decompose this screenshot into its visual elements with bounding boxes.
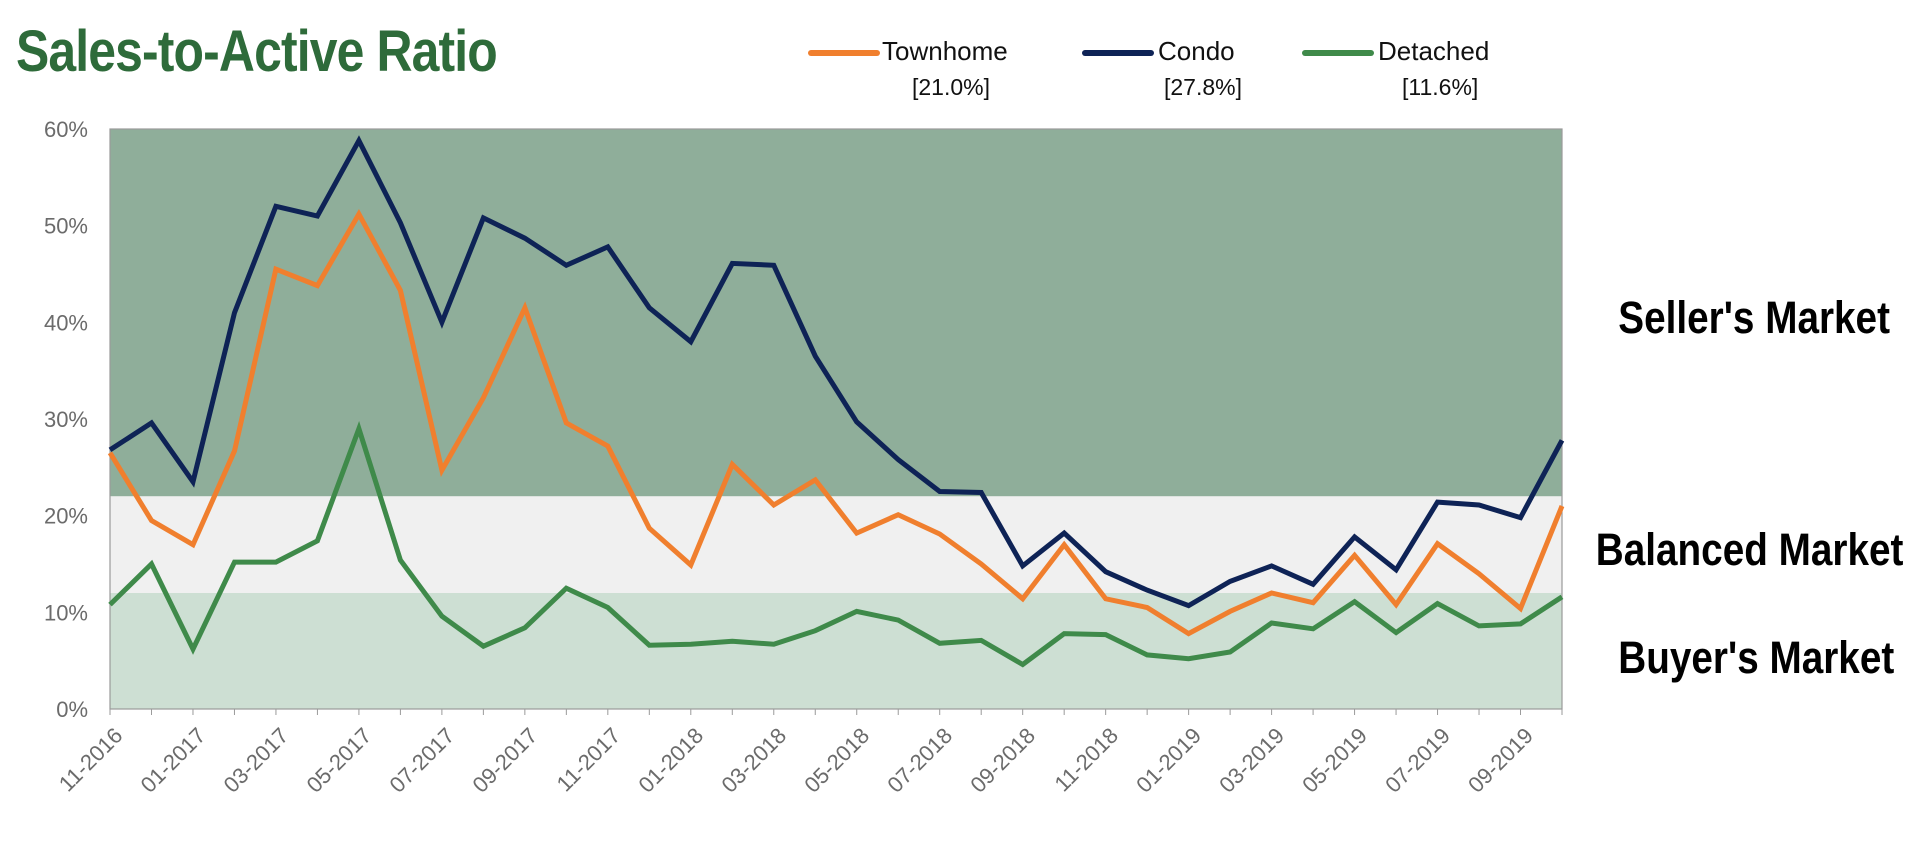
x-tick-label: 07-2017 [385, 723, 460, 798]
x-tick-label: 11-2018 [1049, 723, 1123, 797]
series-line-townhome [107, 208, 1565, 637]
x-tick-label: 03-2019 [1214, 723, 1289, 798]
legend-value-townhome: [21.0%] [912, 74, 990, 100]
x-tick-label: 09-2017 [468, 723, 543, 798]
x-tick-label: 11-2017 [552, 723, 626, 797]
x-tick-label: 05-2017 [302, 723, 377, 798]
zone-label-sellers-market: Seller's Market [1618, 292, 1890, 343]
x-tick-label: 11-2016 [54, 723, 128, 797]
legend-value-condo: [27.8%] [1164, 74, 1242, 100]
y-tick-label: 40% [44, 310, 88, 335]
legend-swatch-condo [1082, 50, 1154, 56]
series-line-detached [108, 420, 1564, 668]
series-line-condo [108, 135, 1565, 609]
y-tick-label: 10% [44, 600, 88, 625]
x-tick-label: 07-2018 [882, 723, 957, 798]
x-tick-label: 01-2019 [1131, 723, 1206, 798]
plot-frame [109, 128, 1563, 710]
legend-value-detached: [11.6%] [1402, 74, 1479, 100]
zone-band-0 [110, 129, 1562, 497]
x-tick-label: 03-2018 [716, 723, 791, 798]
y-tick-label: 0% [56, 697, 88, 722]
zone-band-2 [110, 593, 1562, 709]
zone-label-buyers-market: Buyer's Market [1618, 632, 1895, 683]
zone-label-balanced-market: Balanced Market [1595, 524, 1904, 575]
x-tick-label: 09-2019 [1463, 723, 1538, 798]
x-tick-label: 01-2018 [633, 723, 708, 798]
legend-swatch-detached [1302, 50, 1374, 56]
x-tick-label: 07-2019 [1380, 723, 1455, 798]
y-tick-label: 50% [44, 214, 88, 239]
y-tick-label: 30% [44, 407, 88, 432]
x-tick-label: 09-2018 [965, 723, 1040, 798]
legend-label-condo: Condo [1158, 36, 1235, 66]
legend-label-townhome: Townhome [882, 36, 1008, 66]
x-tick-label: 01-2017 [136, 723, 211, 798]
x-tick-label: 05-2018 [799, 723, 874, 798]
legend-swatch-townhome [808, 50, 880, 56]
chart-title: Sales-to-Active Ratio [16, 19, 498, 84]
x-tick-label: 05-2019 [1297, 723, 1372, 798]
legend-label-detached: Detached [1378, 36, 1490, 66]
y-tick-label: 20% [44, 504, 88, 529]
y-tick-label: 60% [44, 117, 88, 142]
x-tick-label: 03-2017 [219, 723, 294, 798]
